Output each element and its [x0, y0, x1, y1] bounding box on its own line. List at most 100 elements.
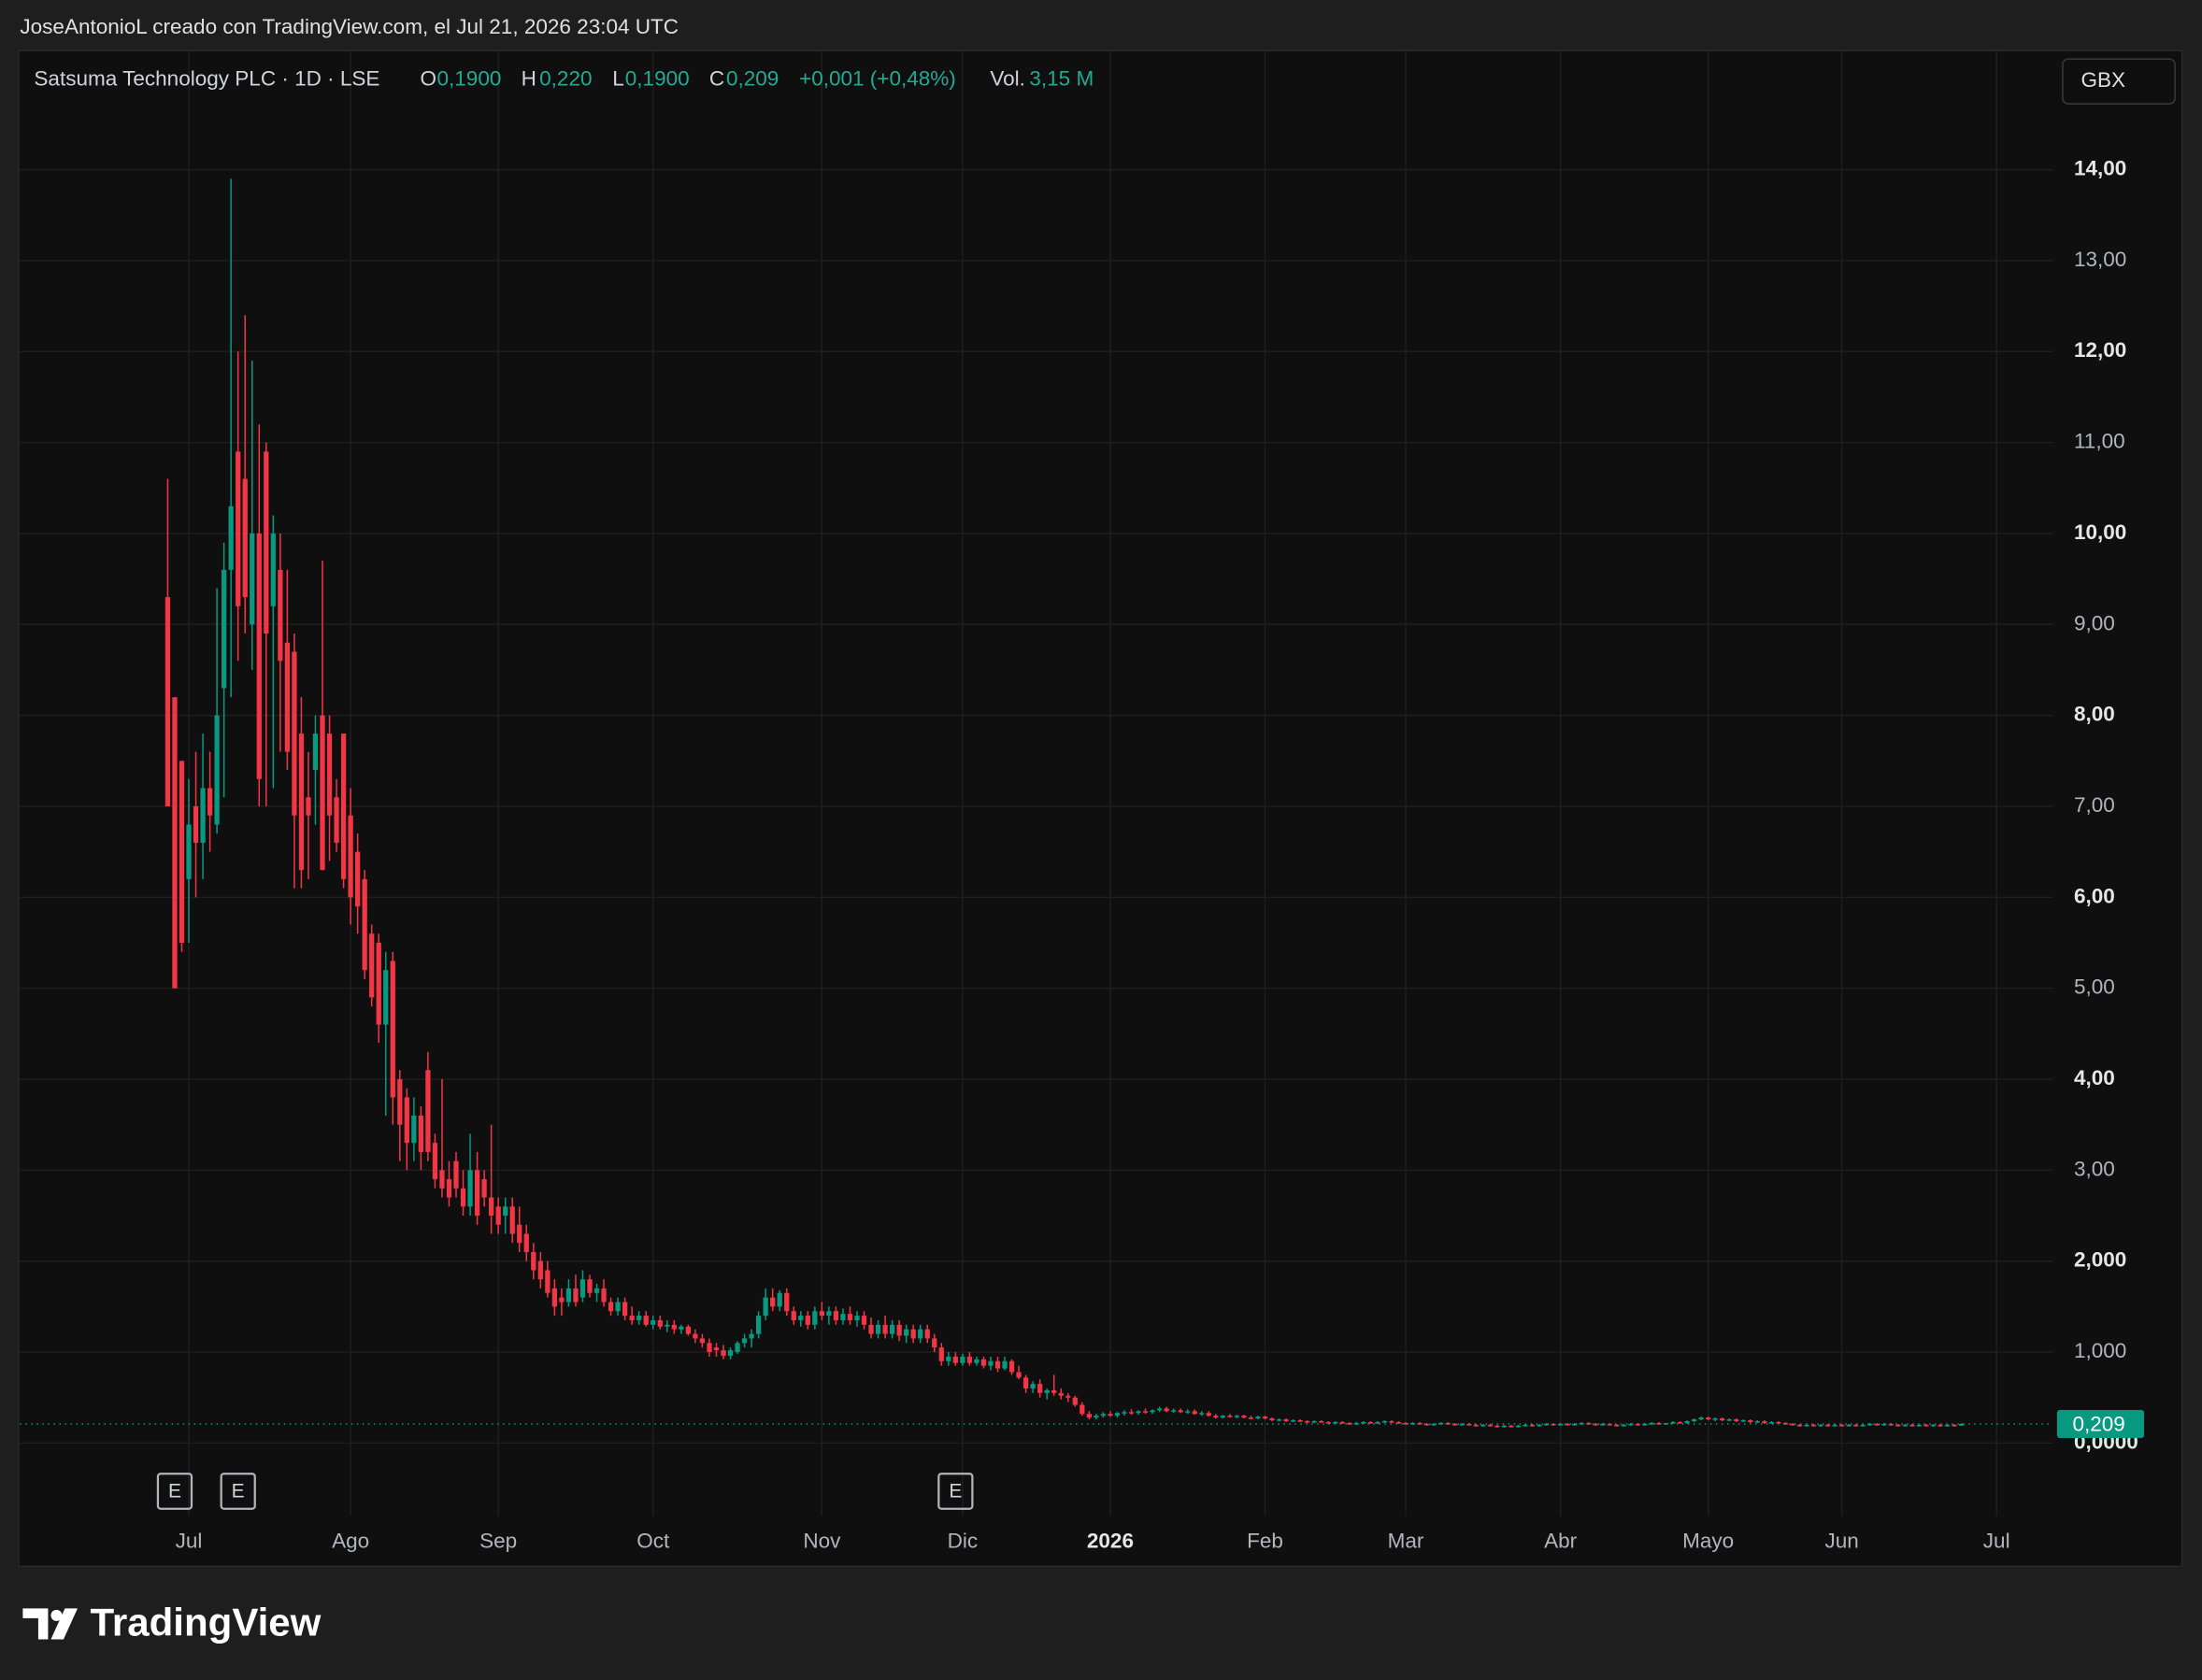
candle-body	[1523, 1424, 1528, 1427]
open-value: 0,1900	[437, 67, 502, 91]
candle-body	[1958, 1424, 1965, 1426]
candle-body	[474, 1170, 480, 1217]
candle-body	[1156, 1408, 1163, 1411]
x-tick-label: Feb	[1247, 1530, 1283, 1553]
candle-body	[1557, 1423, 1564, 1426]
candle-body	[172, 697, 178, 989]
x-tick-label: 2026	[1087, 1530, 1134, 1553]
candle-body	[1305, 1421, 1310, 1423]
chart-pane	[18, 50, 2183, 1568]
candle-body	[1839, 1424, 1845, 1427]
candle-body	[904, 1329, 909, 1336]
candle-body	[1720, 1418, 1725, 1421]
candle-body	[1080, 1404, 1085, 1415]
candle-body	[1600, 1423, 1606, 1426]
candle-body	[601, 1288, 607, 1303]
candle-body	[1698, 1417, 1704, 1420]
candle-body	[805, 1316, 810, 1325]
candle-body	[1136, 1411, 1141, 1414]
candle-body	[236, 451, 241, 606]
candle-body	[938, 1347, 944, 1361]
candle-body	[1403, 1422, 1408, 1425]
candle-body	[1459, 1423, 1465, 1426]
candle-body	[531, 1251, 536, 1271]
candle-body	[946, 1356, 951, 1361]
candle-body	[1037, 1384, 1043, 1393]
logo-slash	[50, 1608, 78, 1640]
x-tick-label: Mayo	[1682, 1530, 1734, 1553]
candle-body	[312, 733, 319, 771]
currency-button[interactable]	[2062, 58, 2176, 105]
candle-body	[1255, 1417, 1261, 1419]
candle-body	[840, 1314, 846, 1320]
candle-body	[489, 1197, 494, 1217]
candle-body	[693, 1333, 698, 1339]
candle-body	[467, 1170, 473, 1207]
y-tick-label: 13,00	[2074, 248, 2126, 271]
candle-body	[707, 1343, 712, 1353]
candle-body	[278, 569, 283, 662]
candle-body	[1867, 1423, 1873, 1426]
candle-body	[1423, 1423, 1430, 1426]
candle-body	[721, 1350, 726, 1356]
candle-body	[587, 1279, 593, 1293]
y-tick-label: 3,00	[2074, 1157, 2115, 1180]
volume-value: 3,15 M	[1029, 67, 1094, 91]
candle-body	[1108, 1414, 1113, 1417]
candle-body	[222, 569, 227, 689]
earnings-label: E	[949, 1480, 962, 1502]
earnings-marker	[937, 1473, 974, 1510]
candle-body	[1895, 1424, 1901, 1427]
last-price-label: 0,209	[2072, 1412, 2124, 1435]
candle-body	[1333, 1421, 1338, 1424]
legend: Satsuma Technology PLC · 1D · LSE O 0,19…	[34, 67, 1094, 91]
candle-body	[559, 1297, 565, 1303]
candle-body	[1051, 1389, 1057, 1393]
y-tick-label: 12,00	[2074, 338, 2126, 362]
candle-body	[397, 1079, 403, 1125]
candle-body	[1339, 1421, 1345, 1424]
candle-body	[1114, 1413, 1121, 1417]
candle-body	[503, 1206, 508, 1217]
candle-body	[1501, 1425, 1508, 1428]
candle-body	[432, 1143, 438, 1180]
high-value: 0,220	[539, 67, 592, 91]
candle-body	[665, 1324, 670, 1327]
earnings-label: E	[168, 1480, 181, 1502]
candle-body	[1086, 1414, 1092, 1418]
candle-body	[1347, 1422, 1352, 1425]
candle-body	[651, 1319, 656, 1325]
candle-body	[889, 1324, 895, 1334]
currency[interactable]: GBX	[2080, 68, 2125, 92]
candle-body	[1810, 1424, 1817, 1427]
candle-body	[1860, 1424, 1866, 1427]
candle-body	[1122, 1412, 1127, 1414]
x-tick-label: Oct	[636, 1530, 670, 1553]
candle-body	[679, 1326, 684, 1330]
y-tick-label: 9,00	[2074, 611, 2115, 634]
candle-body	[1614, 1424, 1620, 1427]
candle-body	[1445, 1422, 1451, 1425]
candle-body	[334, 797, 339, 843]
candle-body	[320, 715, 325, 871]
candle-body	[1220, 1416, 1225, 1418]
candle-body	[1269, 1418, 1275, 1421]
x-tick-label: Dic	[948, 1530, 979, 1553]
candle-body	[565, 1288, 572, 1303]
candle-body	[1022, 1377, 1029, 1388]
candle-body	[404, 1097, 409, 1144]
candle-body	[918, 1329, 923, 1339]
candle-body	[1480, 1424, 1486, 1427]
candle-body	[1881, 1423, 1887, 1426]
candle-body	[1065, 1395, 1071, 1398]
candle-body	[326, 733, 333, 816]
earnings-marker	[220, 1473, 256, 1510]
candle-body	[1543, 1423, 1550, 1426]
candle-body	[784, 1292, 790, 1312]
axis-labels: 0,00001,0002,0003,004,005,006,007,008,00…	[156, 157, 2145, 1553]
candle-body	[1937, 1424, 1943, 1427]
y-tick-label: 11,00	[2074, 430, 2125, 453]
candle-body	[727, 1350, 734, 1356]
x-tick-label: Abr	[1544, 1530, 1578, 1553]
